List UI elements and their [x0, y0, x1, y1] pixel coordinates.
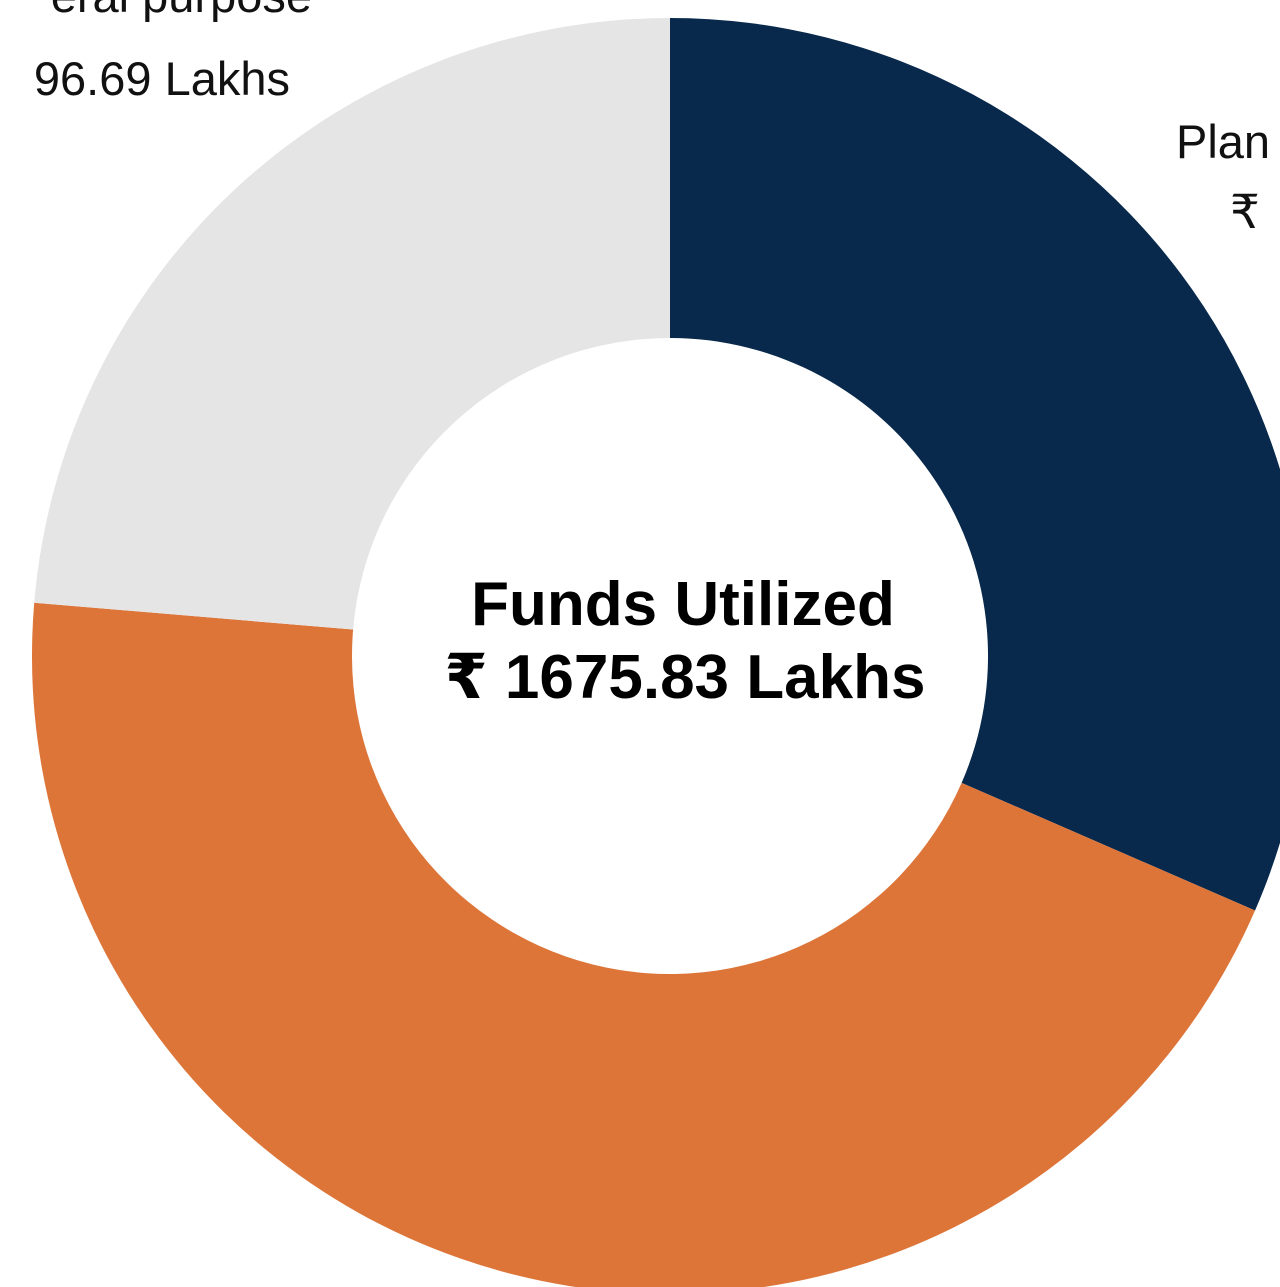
- center-title: Funds Utilized: [471, 570, 895, 639]
- donut-slice-2: [34, 18, 671, 630]
- donut-slices: [32, 18, 1280, 1287]
- slice-label-value-2: 96.69 Lakhs: [34, 52, 290, 105]
- slice-label-name-2: eral purpose: [51, 0, 312, 22]
- center-value: ₹ 1675.83 Lakhs: [445, 643, 926, 712]
- slice-label-value-0: ₹: [1230, 185, 1260, 238]
- donut-slice-1: [32, 602, 1256, 1287]
- donut-slice-0: [670, 18, 1280, 911]
- slice-label-name-0: Plan: [1176, 115, 1270, 168]
